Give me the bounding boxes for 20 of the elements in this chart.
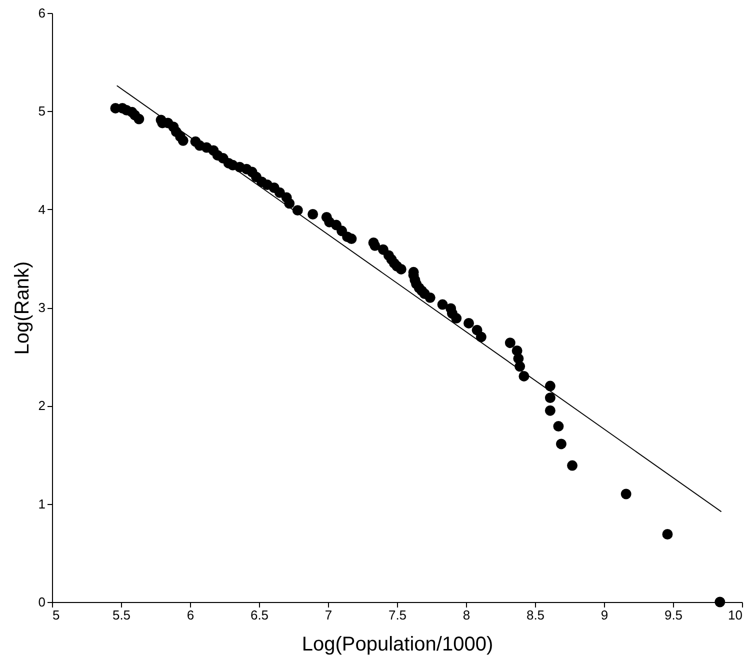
- y-tick-label: 1: [38, 496, 46, 512]
- y-tick-label: 3: [38, 300, 46, 315]
- y-tick-label: 6: [38, 6, 46, 20]
- x-tick-label: 10: [728, 608, 742, 622]
- y-tick-label: 0: [38, 594, 46, 610]
- x-tick-label: 9: [600, 608, 608, 622]
- x-tick-label: 7.5: [388, 608, 407, 622]
- x-tick-label: 8.5: [526, 608, 545, 622]
- x-tick-label: 6: [186, 608, 194, 622]
- x-axis-title: Log(Population/1000): [302, 634, 494, 656]
- x-tick-label: 9.5: [664, 608, 683, 622]
- x-tick-label: 8: [462, 608, 470, 622]
- y-tick-label: 4: [38, 202, 46, 217]
- y-tick-label: 5: [38, 104, 46, 119]
- x-tick-label: 6.5: [250, 608, 269, 622]
- x-tick-label: 7: [324, 608, 332, 622]
- x-tick-label: 5: [52, 608, 60, 622]
- y-axis-title: Log(Rank): [11, 261, 34, 355]
- x-tick-label: 5.5: [112, 608, 131, 622]
- y-tick-label: 2: [38, 398, 46, 414]
